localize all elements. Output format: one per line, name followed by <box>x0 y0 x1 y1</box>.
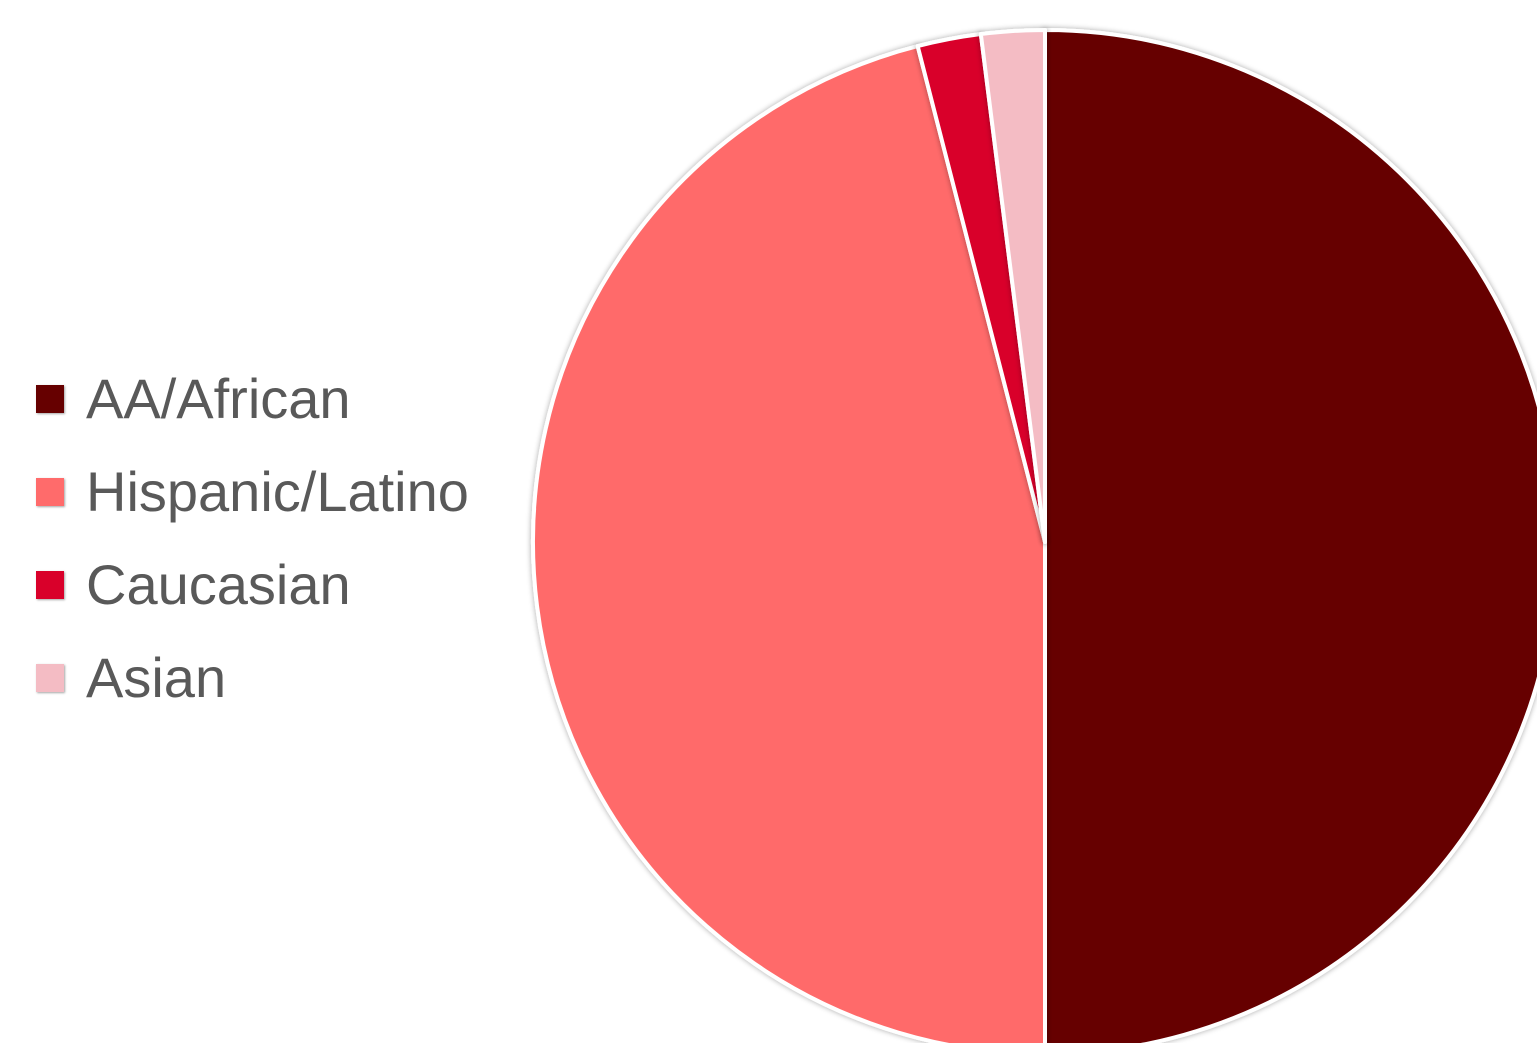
pie-slice-asian <box>978 28 1047 544</box>
pie-slice-hispanic-latino <box>531 44 1047 1043</box>
legend-swatch-aa-african <box>36 384 64 413</box>
legend-item-hispanic-latino: Hispanic/Latino <box>36 445 469 538</box>
legend-label-asian: Asian <box>86 645 227 709</box>
legend-item-caucasian: Caucasian <box>36 538 469 631</box>
legend: AA/African Hispanic/Latino Caucasian Asi… <box>36 352 469 724</box>
legend-item-asian: Asian <box>36 631 469 724</box>
legend-swatch-hispanic-latino <box>36 477 64 506</box>
legend-label-caucasian: Caucasian <box>86 552 351 616</box>
legend-swatch-asian <box>36 663 64 692</box>
legend-swatch-caucasian <box>36 570 64 599</box>
legend-item-aa-african: AA/African <box>36 352 469 445</box>
legend-label-hispanic-latino: Hispanic/Latino <box>86 459 469 523</box>
pie-slice-aa-african <box>1043 28 1537 1043</box>
pie-slices <box>531 28 1537 1043</box>
legend-label-aa-african: AA/African <box>86 366 351 430</box>
